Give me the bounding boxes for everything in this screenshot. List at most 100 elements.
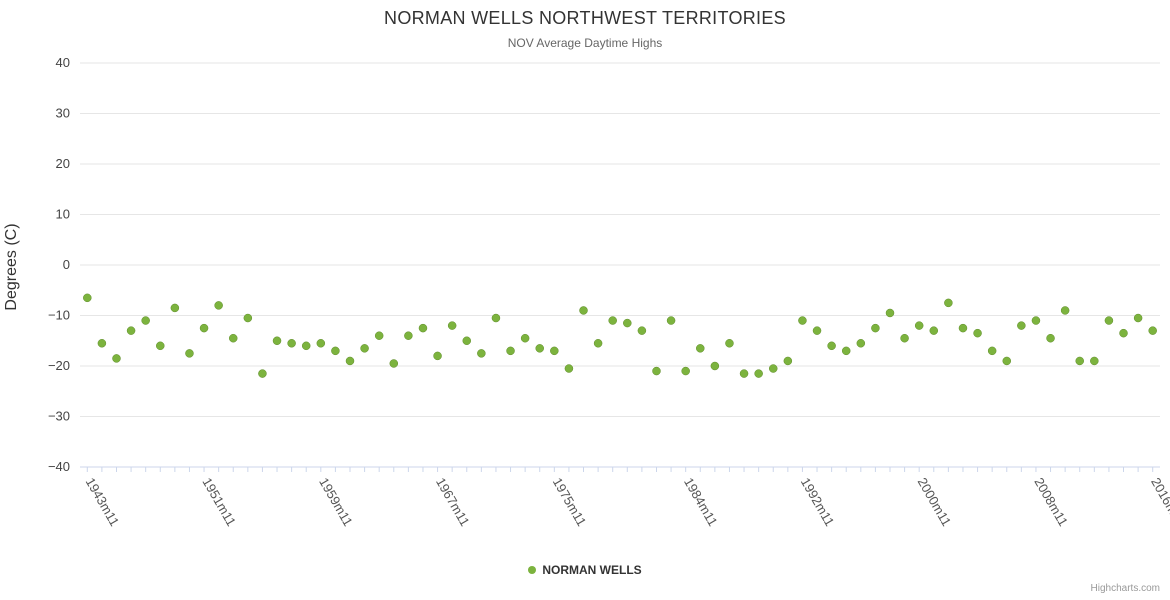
data-point[interactable]: [1133, 313, 1143, 323]
data-point[interactable]: [798, 316, 807, 325]
data-point[interactable]: [112, 354, 121, 363]
data-point[interactable]: [666, 316, 676, 325]
data-point[interactable]: [258, 369, 267, 378]
data-point[interactable]: [608, 316, 617, 325]
data-point[interactable]: [1031, 316, 1041, 325]
data-point[interactable]: [199, 323, 209, 333]
data-point[interactable]: [929, 326, 939, 335]
y-tick-label: 20: [56, 156, 70, 171]
data-point[interactable]: [447, 321, 457, 330]
data-point[interactable]: [841, 346, 851, 356]
data-point[interactable]: [535, 344, 544, 353]
data-point[interactable]: [462, 336, 472, 345]
data-point[interactable]: [783, 356, 793, 366]
data-point[interactable]: [827, 341, 836, 351]
data-point[interactable]: [1148, 326, 1157, 335]
y-tick-label: 0: [63, 257, 70, 272]
data-point[interactable]: [958, 323, 968, 333]
x-tick-label: 2016m11: [1148, 475, 1170, 529]
y-tick-label: 30: [56, 106, 70, 121]
data-point[interactable]: [228, 333, 238, 343]
data-point[interactable]: [1119, 328, 1128, 338]
data-point[interactable]: [1104, 316, 1114, 325]
data-point[interactable]: [287, 339, 296, 348]
data-point[interactable]: [871, 323, 880, 333]
x-tick-label: 1967m11: [433, 475, 473, 529]
y-tick-label: −10: [48, 308, 70, 323]
data-point[interactable]: [243, 313, 253, 323]
legend-label: NORMAN WELLS: [542, 563, 642, 577]
data-point[interactable]: [768, 364, 778, 373]
data-point[interactable]: [914, 321, 924, 330]
data-point[interactable]: [97, 339, 107, 348]
data-point[interactable]: [1046, 333, 1055, 343]
data-point[interactable]: [214, 301, 223, 310]
x-tick-label: 1951m11: [199, 475, 239, 529]
data-point[interactable]: [754, 369, 763, 378]
data-point[interactable]: [389, 359, 399, 368]
data-point[interactable]: [593, 339, 603, 348]
data-point[interactable]: [812, 326, 822, 335]
data-point[interactable]: [491, 313, 501, 323]
x-tick-label: 1992m11: [798, 475, 838, 529]
data-point[interactable]: [710, 361, 720, 371]
y-tick-label: −30: [48, 409, 70, 424]
data-point[interactable]: [987, 346, 997, 356]
data-point[interactable]: [374, 331, 384, 340]
data-point[interactable]: [900, 333, 909, 343]
y-tick-label: −20: [48, 358, 70, 373]
data-point[interactable]: [126, 326, 136, 335]
x-tick-label: 1943m11: [83, 475, 123, 529]
data-point[interactable]: [1002, 356, 1012, 366]
data-point[interactable]: [696, 344, 705, 353]
x-tick-label: 1984m11: [681, 475, 721, 529]
data-point[interactable]: [418, 323, 428, 333]
data-point[interactable]: [156, 341, 165, 351]
legend-item[interactable]: NORMAN WELLS: [0, 563, 1170, 577]
data-point[interactable]: [1075, 356, 1084, 366]
x-tick-label: 1959m11: [316, 475, 356, 529]
x-tick-label: 2008m11: [1031, 475, 1071, 529]
data-point[interactable]: [170, 303, 180, 313]
data-point[interactable]: [973, 328, 982, 338]
legend-marker-icon: [528, 565, 537, 574]
data-point[interactable]: [944, 298, 953, 308]
y-tick-label: −40: [48, 459, 70, 474]
data-point[interactable]: [579, 306, 588, 315]
data-point[interactable]: [637, 326, 647, 335]
chart-title: NORMAN WELLS NORTHWEST TERRITORIES: [384, 8, 786, 28]
credits-link[interactable]: Highcharts.com: [1090, 583, 1160, 594]
data-point[interactable]: [1017, 321, 1026, 330]
y-tick-label: 10: [56, 207, 70, 222]
data-point[interactable]: [1060, 306, 1070, 315]
data-point[interactable]: [1090, 356, 1099, 366]
data-point[interactable]: [856, 339, 866, 348]
data-point[interactable]: [550, 346, 559, 356]
data-point[interactable]: [477, 349, 486, 358]
data-point[interactable]: [345, 356, 355, 366]
data-point[interactable]: [623, 318, 632, 328]
data-point[interactable]: [404, 331, 413, 340]
data-point[interactable]: [301, 341, 311, 351]
data-point[interactable]: [331, 346, 340, 356]
chart-subtitle: NOV Average Daytime Highs: [507, 36, 663, 50]
data-point[interactable]: [316, 339, 326, 348]
data-point[interactable]: [272, 336, 282, 345]
data-point[interactable]: [141, 316, 150, 325]
data-point[interactable]: [564, 364, 574, 373]
data-point[interactable]: [83, 293, 92, 303]
data-point[interactable]: [681, 366, 690, 376]
data-point[interactable]: [433, 351, 442, 361]
y-tick-label: 40: [56, 55, 70, 70]
data-point[interactable]: [885, 308, 895, 318]
data-point[interactable]: [185, 349, 194, 358]
data-point[interactable]: [739, 369, 749, 378]
data-point[interactable]: [360, 344, 369, 353]
data-point[interactable]: [520, 333, 530, 343]
data-point[interactable]: [725, 339, 734, 348]
data-point[interactable]: [506, 346, 515, 356]
data-point[interactable]: [652, 366, 661, 376]
x-tick-label: 2000m11: [915, 475, 955, 529]
